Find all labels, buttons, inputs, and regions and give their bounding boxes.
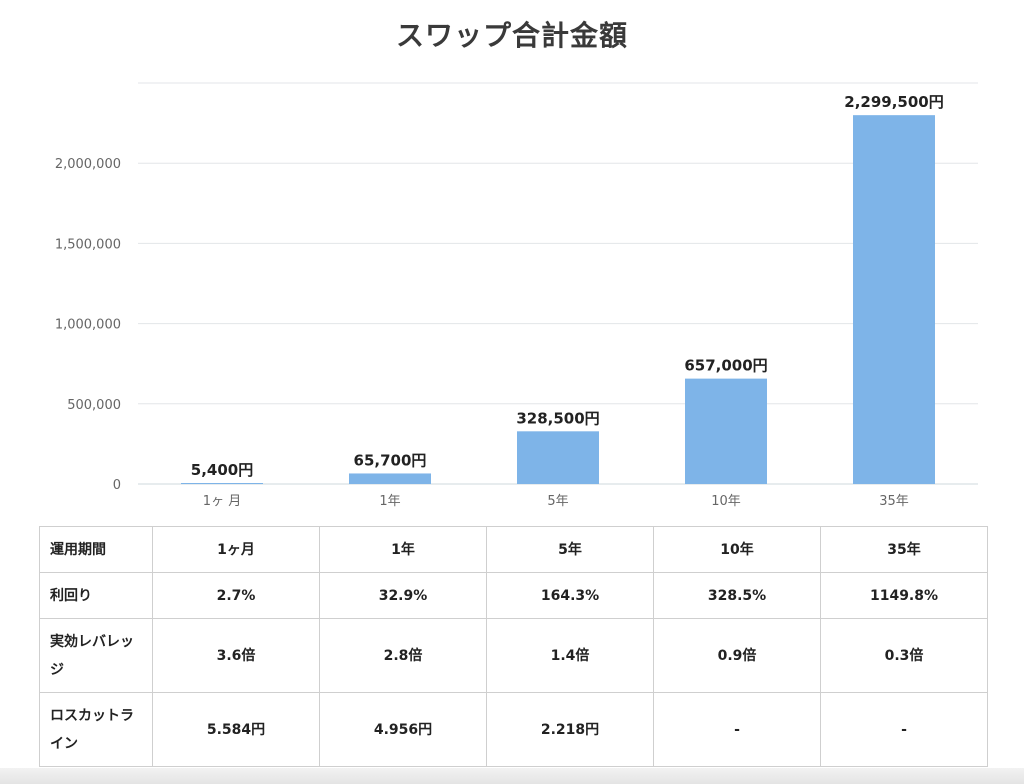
bar xyxy=(853,115,935,484)
x-tick-label: 35年 xyxy=(879,494,909,509)
table-cell: 328.5% xyxy=(653,572,821,619)
table-header-cell: 1ヶ月 xyxy=(152,526,320,573)
page-bottom-edge xyxy=(0,768,1024,784)
table-cell: 0.3倍 xyxy=(820,618,988,693)
table-cell: 164.3% xyxy=(486,572,654,619)
bar-chart: 0 500,000 1,000,000 1,500,000 2,000,000 5,400… xyxy=(55,82,978,509)
x-tick-label: 1ヶ 月 xyxy=(203,494,241,509)
table-cell: 0.9倍 xyxy=(653,618,821,693)
table-cell: 4.956円 xyxy=(319,692,487,767)
data-label: 2,299,500円 xyxy=(844,93,943,111)
table-row: 実効レバレッジ 3.6倍 2.8倍 1.4倍 0.9倍 0.3倍 xyxy=(39,618,988,693)
y-tick-label: 500,000 xyxy=(67,398,121,413)
summary-table: 運用期間 1ヶ月 1年 5年 10年 35年 利回り 2.7% 32.9% 16… xyxy=(39,526,988,767)
table-cell: 32.9% xyxy=(319,572,487,619)
bar xyxy=(181,483,263,484)
table-row: 利回り 2.7% 32.9% 164.3% 328.5% 1149.8% xyxy=(39,572,988,619)
bar xyxy=(517,431,599,484)
table-cell: 5.584円 xyxy=(152,692,320,767)
x-tick-label: 5年 xyxy=(547,494,568,509)
data-label: 328,500円 xyxy=(516,409,599,427)
table-row-label: 実効レバレッジ xyxy=(39,618,153,693)
table-cell: 2.218円 xyxy=(486,692,654,767)
table-cell: 2.7% xyxy=(152,572,320,619)
x-tick-label: 1年 xyxy=(379,494,400,509)
table-header-cell: 5年 xyxy=(486,526,654,573)
table-cell: 3.6倍 xyxy=(152,618,320,693)
table-header-row: 運用期間 1ヶ月 1年 5年 10年 35年 xyxy=(39,526,988,573)
table-row: ロスカットライン 5.584円 4.956円 2.218円 - - xyxy=(39,692,988,767)
table-row-label: 利回り xyxy=(39,572,153,619)
data-label: 5,400円 xyxy=(191,461,253,479)
table-header-cell: 運用期間 xyxy=(39,526,153,573)
chart-title: スワップ合計金額 xyxy=(395,19,628,52)
table-cell: - xyxy=(653,692,821,767)
y-tick-label: 1,500,000 xyxy=(55,237,121,252)
table-cell: 2.8倍 xyxy=(319,618,487,693)
table-header-cell: 10年 xyxy=(653,526,821,573)
data-label: 65,700円 xyxy=(354,451,427,469)
y-tick-label: 0 xyxy=(113,478,121,493)
table-header-cell: 35年 xyxy=(820,526,988,573)
bar xyxy=(685,378,767,484)
data-label: 657,000円 xyxy=(684,357,767,375)
table-cell: 1149.8% xyxy=(820,572,988,619)
table-row-label: ロスカットライン xyxy=(39,692,153,767)
x-tick-label: 10年 xyxy=(711,494,741,509)
table-cell: - xyxy=(820,692,988,767)
y-tick-label: 2,000,000 xyxy=(55,157,121,172)
table-header-cell: 1年 xyxy=(319,526,487,573)
bar xyxy=(349,473,431,484)
table-cell: 1.4倍 xyxy=(486,618,654,693)
y-tick-label: 1,000,000 xyxy=(55,318,121,333)
